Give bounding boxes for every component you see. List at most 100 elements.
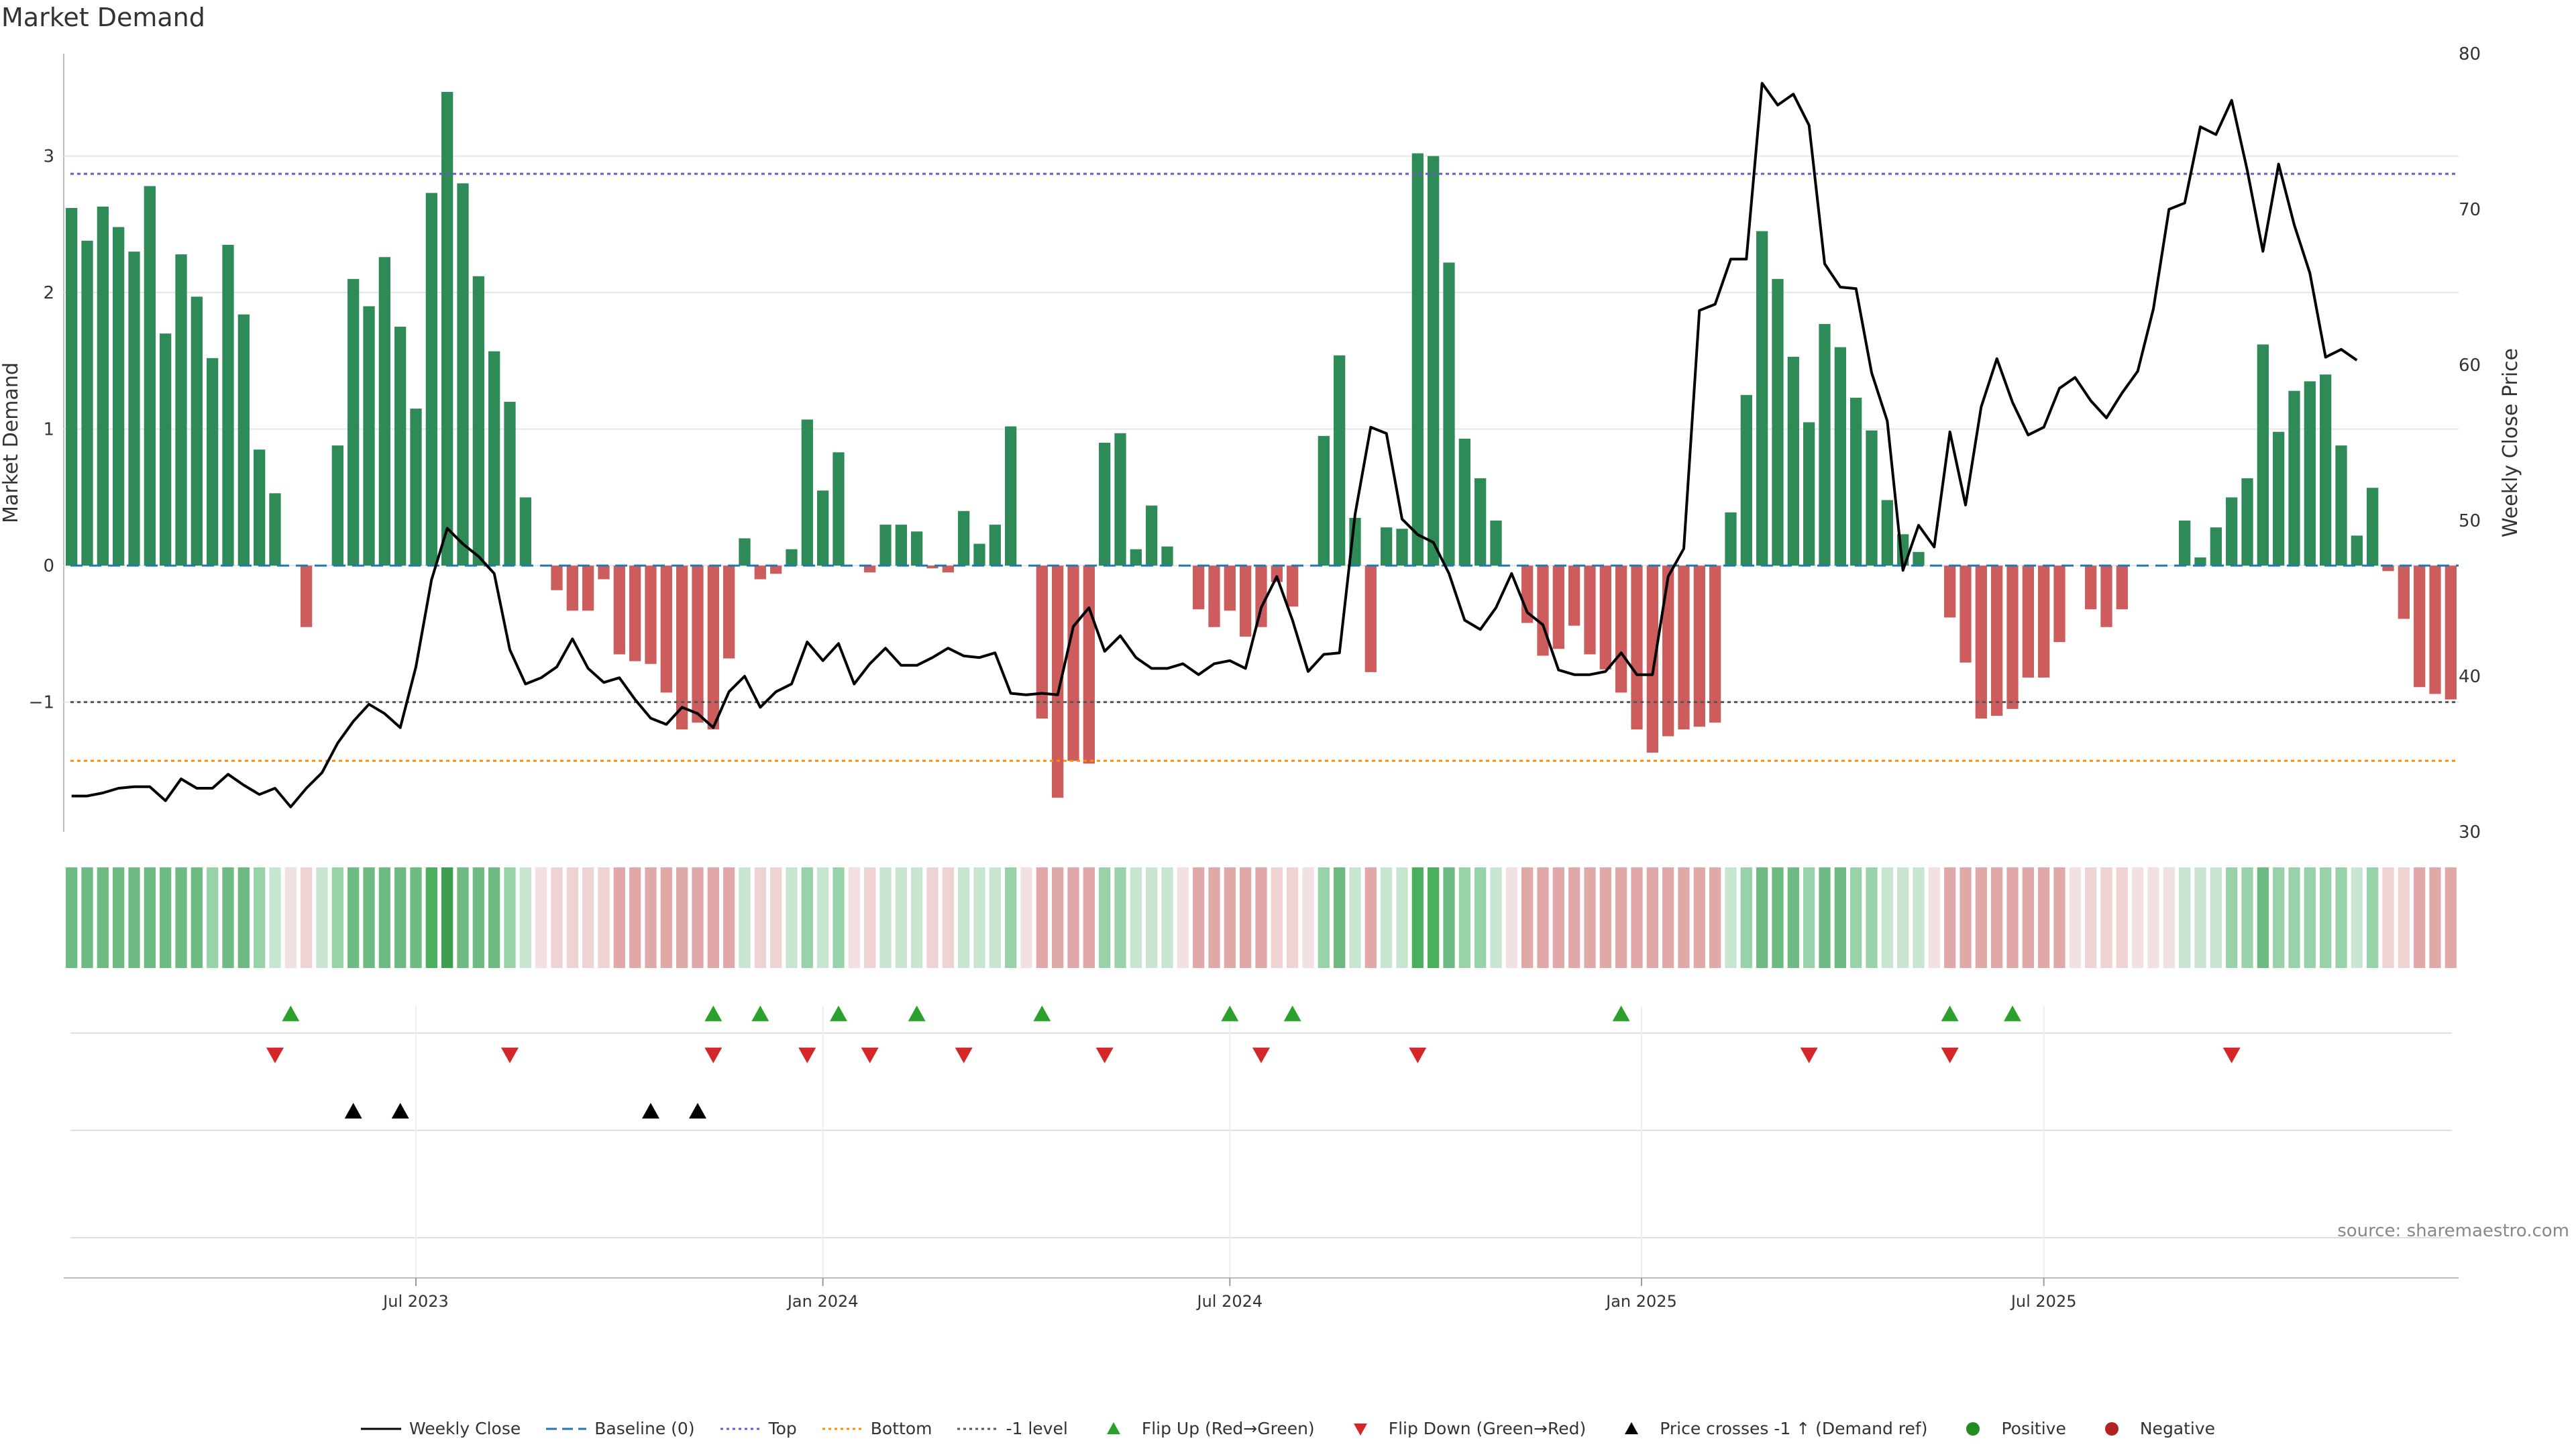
demand-bar xyxy=(237,314,250,566)
demand-bar xyxy=(551,566,563,590)
strip-cell xyxy=(629,867,641,968)
demand-bar xyxy=(1146,505,1158,566)
demand-bar xyxy=(1834,347,1846,566)
strip-cell xyxy=(879,867,892,968)
demand-bar xyxy=(97,206,109,566)
strip-cell xyxy=(1302,867,1314,968)
strip-cell xyxy=(942,867,954,968)
strip-cell xyxy=(1287,867,1299,968)
strip-cell xyxy=(2116,867,2128,968)
strip-cell xyxy=(707,867,719,968)
demand-bar xyxy=(613,566,625,655)
legend-item: -1 level xyxy=(957,1419,1068,1438)
demand-bar xyxy=(66,207,78,566)
legend-item: Top xyxy=(720,1419,797,1438)
strip-cell xyxy=(1193,867,1205,968)
strip-cell xyxy=(237,867,250,968)
strip-cell xyxy=(1975,867,1987,968)
demand-bar xyxy=(2022,566,2034,678)
strip-cell xyxy=(81,867,93,968)
demand-bar xyxy=(1396,529,1408,566)
demand-bar xyxy=(1693,566,1705,727)
strip-cell xyxy=(566,867,578,968)
demand-bar xyxy=(1568,566,1580,626)
demand-bar xyxy=(457,183,469,566)
strip-cell xyxy=(2288,867,2300,968)
strip-cell xyxy=(1349,867,1361,968)
strip-cell xyxy=(128,867,140,968)
demand-bar xyxy=(582,566,594,611)
flip-down-marker xyxy=(2222,1047,2241,1063)
strip-cell xyxy=(817,867,829,968)
strip-cell xyxy=(1631,867,1643,968)
strip-cell xyxy=(425,867,437,968)
demand-bar xyxy=(786,549,798,566)
strip-cell xyxy=(1505,867,1517,968)
demand-bar xyxy=(81,240,93,566)
strip-cell xyxy=(551,867,563,968)
strip-cell xyxy=(2132,867,2144,968)
demand-bar xyxy=(723,566,735,659)
strip-cell xyxy=(801,867,813,968)
demand-bar xyxy=(1255,566,1267,627)
legend-label: Top xyxy=(768,1419,797,1438)
legend-label: Flip Up (Red→Green) xyxy=(1141,1419,1315,1438)
flip-down-marker xyxy=(1095,1047,1114,1063)
strip-cell xyxy=(97,867,109,968)
demand-bar xyxy=(1364,566,1377,672)
flip-down-marker xyxy=(1941,1047,1959,1063)
legend-item: Weekly Close xyxy=(360,1419,521,1438)
demand-bar xyxy=(363,306,375,566)
strip-cell xyxy=(2194,867,2206,968)
strip-cell xyxy=(1944,867,1956,968)
demand-bar xyxy=(1740,394,1752,566)
demand-bar xyxy=(1099,443,1111,566)
flip-up-marker xyxy=(2004,1006,2021,1022)
strip-cell xyxy=(1772,867,1784,968)
strip-cell xyxy=(1474,867,1487,968)
demand-bar xyxy=(2006,566,2019,709)
strip-cell xyxy=(1428,867,1440,968)
strip-cell xyxy=(2414,867,2426,968)
demand-bar xyxy=(331,445,343,566)
demand-bar xyxy=(895,525,907,566)
demand-bar xyxy=(175,254,187,566)
legend-label: -1 level xyxy=(1006,1419,1068,1438)
demand-bar xyxy=(504,401,516,566)
demand-bar xyxy=(2257,344,2269,566)
strip-cell xyxy=(2038,867,2050,968)
strip-cell xyxy=(1537,867,1549,968)
source-credit: source: sharemaestro.com xyxy=(2337,1221,2569,1241)
x-tick-label: Jul 2024 xyxy=(1195,1292,1263,1311)
strip-cell xyxy=(2241,867,2253,968)
strip-cell xyxy=(958,867,970,968)
strip-cell xyxy=(1240,867,1252,968)
legend-label: Flip Down (Green→Red) xyxy=(1388,1419,1587,1438)
demand-bar xyxy=(1083,566,1095,764)
strip-cell xyxy=(1381,867,1393,968)
strip-cell xyxy=(739,867,751,968)
demand-bar xyxy=(1678,566,1690,730)
strip-cell xyxy=(175,867,187,968)
strip-cell xyxy=(269,867,281,968)
strip-cell xyxy=(1991,867,2003,968)
demand-bar xyxy=(2194,557,2206,566)
demand-bar xyxy=(2210,527,2222,566)
demand-bar xyxy=(2351,535,2363,566)
demand-bar xyxy=(942,566,954,573)
strip-cell xyxy=(1364,867,1377,968)
demand-bar xyxy=(191,297,203,566)
demand-bar xyxy=(1756,231,1768,566)
strip-cell xyxy=(660,867,672,968)
demand-bar xyxy=(1725,512,1737,566)
strip-cell xyxy=(1913,867,1925,968)
demand-bar xyxy=(1334,355,1346,566)
strip-cell xyxy=(598,867,610,968)
strip-cell xyxy=(1662,867,1674,968)
flip-down-marker xyxy=(1252,1047,1270,1063)
strip-cell xyxy=(1083,867,1095,968)
legend-symbol xyxy=(2104,1421,2118,1436)
demand-bar xyxy=(1067,566,1079,761)
strip-cell xyxy=(66,867,78,968)
flip-up-marker xyxy=(282,1006,300,1022)
